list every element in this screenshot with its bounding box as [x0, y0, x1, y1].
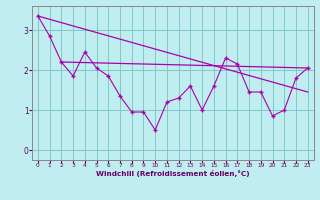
X-axis label: Windchill (Refroidissement éolien,°C): Windchill (Refroidissement éolien,°C) [96, 170, 250, 177]
